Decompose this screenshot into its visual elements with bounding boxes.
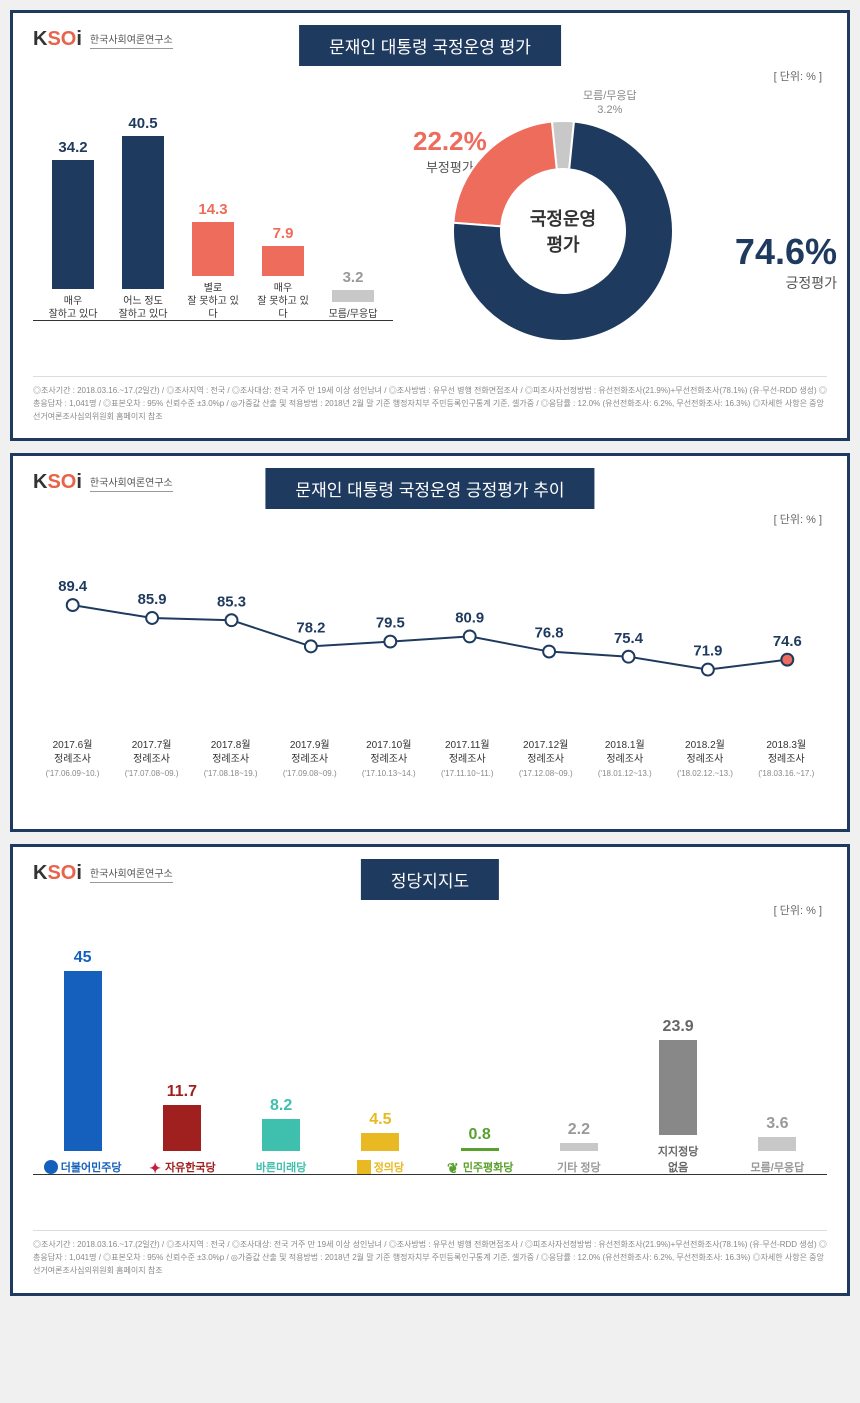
approval-donut: 모름/무응답3.2% 22.2% 부정평가 국정운영평가 74.6% 긍정평가 <box>413 101 827 361</box>
bar-value: 40.5 <box>113 115 173 132</box>
svg-text:75.4: 75.4 <box>614 631 644 647</box>
bar-rect <box>332 290 374 302</box>
party-label: 모름/무응답 <box>732 1159 822 1175</box>
party-bar-rect <box>163 1105 201 1152</box>
party-bar-rect <box>461 1148 499 1151</box>
party-bar-rect <box>758 1137 796 1151</box>
bar-item: 14.3 별로잘 못하고 있다 <box>183 201 243 321</box>
party-bars: 45 더불어민주당11.7 ✦자유한국당8.2 바른미래당4.5 정의당0.8 … <box>33 955 827 1215</box>
donut-center-text: 국정운영평가 <box>453 121 673 341</box>
bar-value: 14.3 <box>183 201 243 218</box>
bar-label: 매우잘 못하고 있다 <box>253 282 313 321</box>
bar-value: 34.2 <box>43 139 103 156</box>
party-value: 11.7 <box>137 1083 227 1101</box>
party-icon: ✦ <box>148 1160 162 1174</box>
panel3-title: 정당지지도 <box>361 859 499 900</box>
party-bar-item: 0.8 ❦민주평화당 <box>435 1126 525 1175</box>
bar-item: 40.5 어느 정도잘하고 있다 <box>113 115 173 321</box>
line-x-label: 2017.8월정례조사('17.08.18~19.) <box>204 739 258 781</box>
party-label: ❦민주평화당 <box>435 1159 525 1175</box>
svg-text:79.5: 79.5 <box>376 616 405 632</box>
svg-text:85.3: 85.3 <box>217 595 246 611</box>
party-label: 기타 정당 <box>534 1159 624 1175</box>
bar-value: 3.2 <box>323 269 383 286</box>
party-bar-rect <box>560 1143 598 1152</box>
party-label: 바른미래당 <box>236 1159 326 1175</box>
party-bar-item: 3.6 모름/무응답 <box>732 1115 822 1175</box>
party-value: 4.5 <box>335 1111 425 1129</box>
panel-party: KSOi 한국사회여론연구소 정당지지도 [ 단위: % ] 45 더불어민주당… <box>10 844 850 1295</box>
party-label: 더불어민주당 <box>38 1159 128 1175</box>
party-bar-rect <box>361 1133 399 1151</box>
svg-text:89.4: 89.4 <box>58 580 88 596</box>
svg-text:78.2: 78.2 <box>296 621 325 637</box>
bar-item: 3.2 모름/무응답 <box>323 269 383 321</box>
party-bar-rect <box>64 971 102 1151</box>
unit-label: [ 단위: % ] <box>774 511 822 527</box>
party-value: 45 <box>38 949 128 967</box>
party-label: 지지정당없음 <box>633 1143 723 1175</box>
bar-rect <box>122 136 164 289</box>
line-x-label: 2017.11월정례조사('17.11.10~11.) <box>441 739 494 781</box>
logo-subtitle: 한국사회여론연구소 <box>90 31 173 49</box>
party-bar-item: 8.2 바른미래당 <box>236 1097 326 1176</box>
party-value: 3.6 <box>732 1115 822 1133</box>
party-bar-item: 23.9 지지정당없음 <box>633 1018 723 1176</box>
line-x-label: 2017.7월정례조사('17.07.08~09.) <box>125 739 179 781</box>
line-svg: 89.4 85.9 85.3 78.2 79.5 80.9 76.8 75.4 71.9 74.6 <box>33 554 827 734</box>
bar-label: 별로잘 못하고 있다 <box>183 282 243 321</box>
line-x-label: 2017.9월정례조사('17.09.08~09.) <box>283 739 337 781</box>
party-bar-item: 2.2 기타 정당 <box>534 1121 624 1176</box>
party-icon <box>357 1160 371 1174</box>
party-bar-rect <box>262 1119 300 1152</box>
donut-dk-label: 모름/무응답3.2% <box>583 89 637 118</box>
line-x-label: 2017.10월정례조사('17.10.13~14.) <box>362 739 416 781</box>
panel-approval: KSOi 한국사회여론연구소 문재인 대통령 국정운영 평가 [ 단위: % ]… <box>10 10 850 441</box>
line-x-labels: 2017.6월정례조사('17.06.09~10.) 2017.7월정례조사('1… <box>33 739 827 781</box>
party-icon: ❦ <box>446 1160 460 1174</box>
bar-item: 7.9 매우잘 못하고 있다 <box>253 225 313 321</box>
bar-rect <box>192 222 234 276</box>
party-bar-item: 4.5 정의당 <box>335 1111 425 1175</box>
unit-label: [ 단위: % ] <box>774 902 822 918</box>
line-x-label: 2018.2월정례조사('18.02.12.~13.) <box>677 739 733 781</box>
line-x-label: 2017.6월정례조사('17.06.09~10.) <box>46 739 100 781</box>
line-x-label: 2018.1월정례조사('18.01.12~13.) <box>598 739 652 781</box>
bar-value: 7.9 <box>253 225 313 242</box>
party-icon <box>44 1160 58 1174</box>
panel3-footnote: ◎조사기간 : 2018.03.16.~17.(2일간) / ◎조사지역 : 전… <box>33 1230 827 1277</box>
line-x-label: 2018.3월정례조사('18.03.16.~17.) <box>758 739 814 781</box>
party-value: 23.9 <box>633 1018 723 1036</box>
bar-label: 매우잘하고 있다 <box>43 295 103 321</box>
party-label: ✦자유한국당 <box>137 1159 227 1175</box>
party-bar-rect <box>659 1040 697 1136</box>
line-x-label: 2017.12월정례조사('17.12.08~09.) <box>519 739 573 781</box>
bar-rect <box>262 246 304 276</box>
party-label: 정의당 <box>335 1159 425 1175</box>
party-value: 2.2 <box>534 1121 624 1139</box>
bar-rect <box>52 160 94 289</box>
donut-positive-label: 74.6% 긍정평가 <box>735 231 837 293</box>
svg-text:71.9: 71.9 <box>693 644 722 660</box>
svg-text:76.8: 76.8 <box>535 626 564 642</box>
unit-label: [ 단위: % ] <box>774 68 822 84</box>
panel2-title: 문재인 대통령 국정운영 긍정평가 추이 <box>265 468 594 509</box>
bar-label: 모름/무응답 <box>323 308 383 321</box>
approval-bars: 34.2 매우잘하고 있다40.5 어느 정도잘하고 있다14.3 별로잘 못하… <box>33 121 393 361</box>
logo-mark: KSOi <box>33 28 82 51</box>
party-value: 8.2 <box>236 1097 326 1115</box>
panel-trend: KSOi 한국사회여론연구소 문재인 대통령 국정운영 긍정평가 추이 [ 단위… <box>10 453 850 832</box>
svg-text:85.9: 85.9 <box>138 592 167 608</box>
svg-text:74.6: 74.6 <box>773 634 802 650</box>
bar-label: 어느 정도잘하고 있다 <box>113 295 173 321</box>
party-bar-item: 11.7 ✦자유한국당 <box>137 1083 227 1176</box>
trend-line-chart: 89.4 85.9 85.3 78.2 79.5 80.9 76.8 75.4 71.9 74.6… <box>33 554 827 814</box>
bar-item: 34.2 매우잘하고 있다 <box>43 139 103 321</box>
panel1-title: 문재인 대통령 국정운영 평가 <box>299 25 561 66</box>
svg-text:80.9: 80.9 <box>455 611 484 627</box>
party-value: 0.8 <box>435 1126 525 1144</box>
panel1-footnote: ◎조사기간 : 2018.03.16.~17.(2일간) / ◎조사지역 : 전… <box>33 376 827 423</box>
party-bar-item: 45 더불어민주당 <box>38 949 128 1175</box>
